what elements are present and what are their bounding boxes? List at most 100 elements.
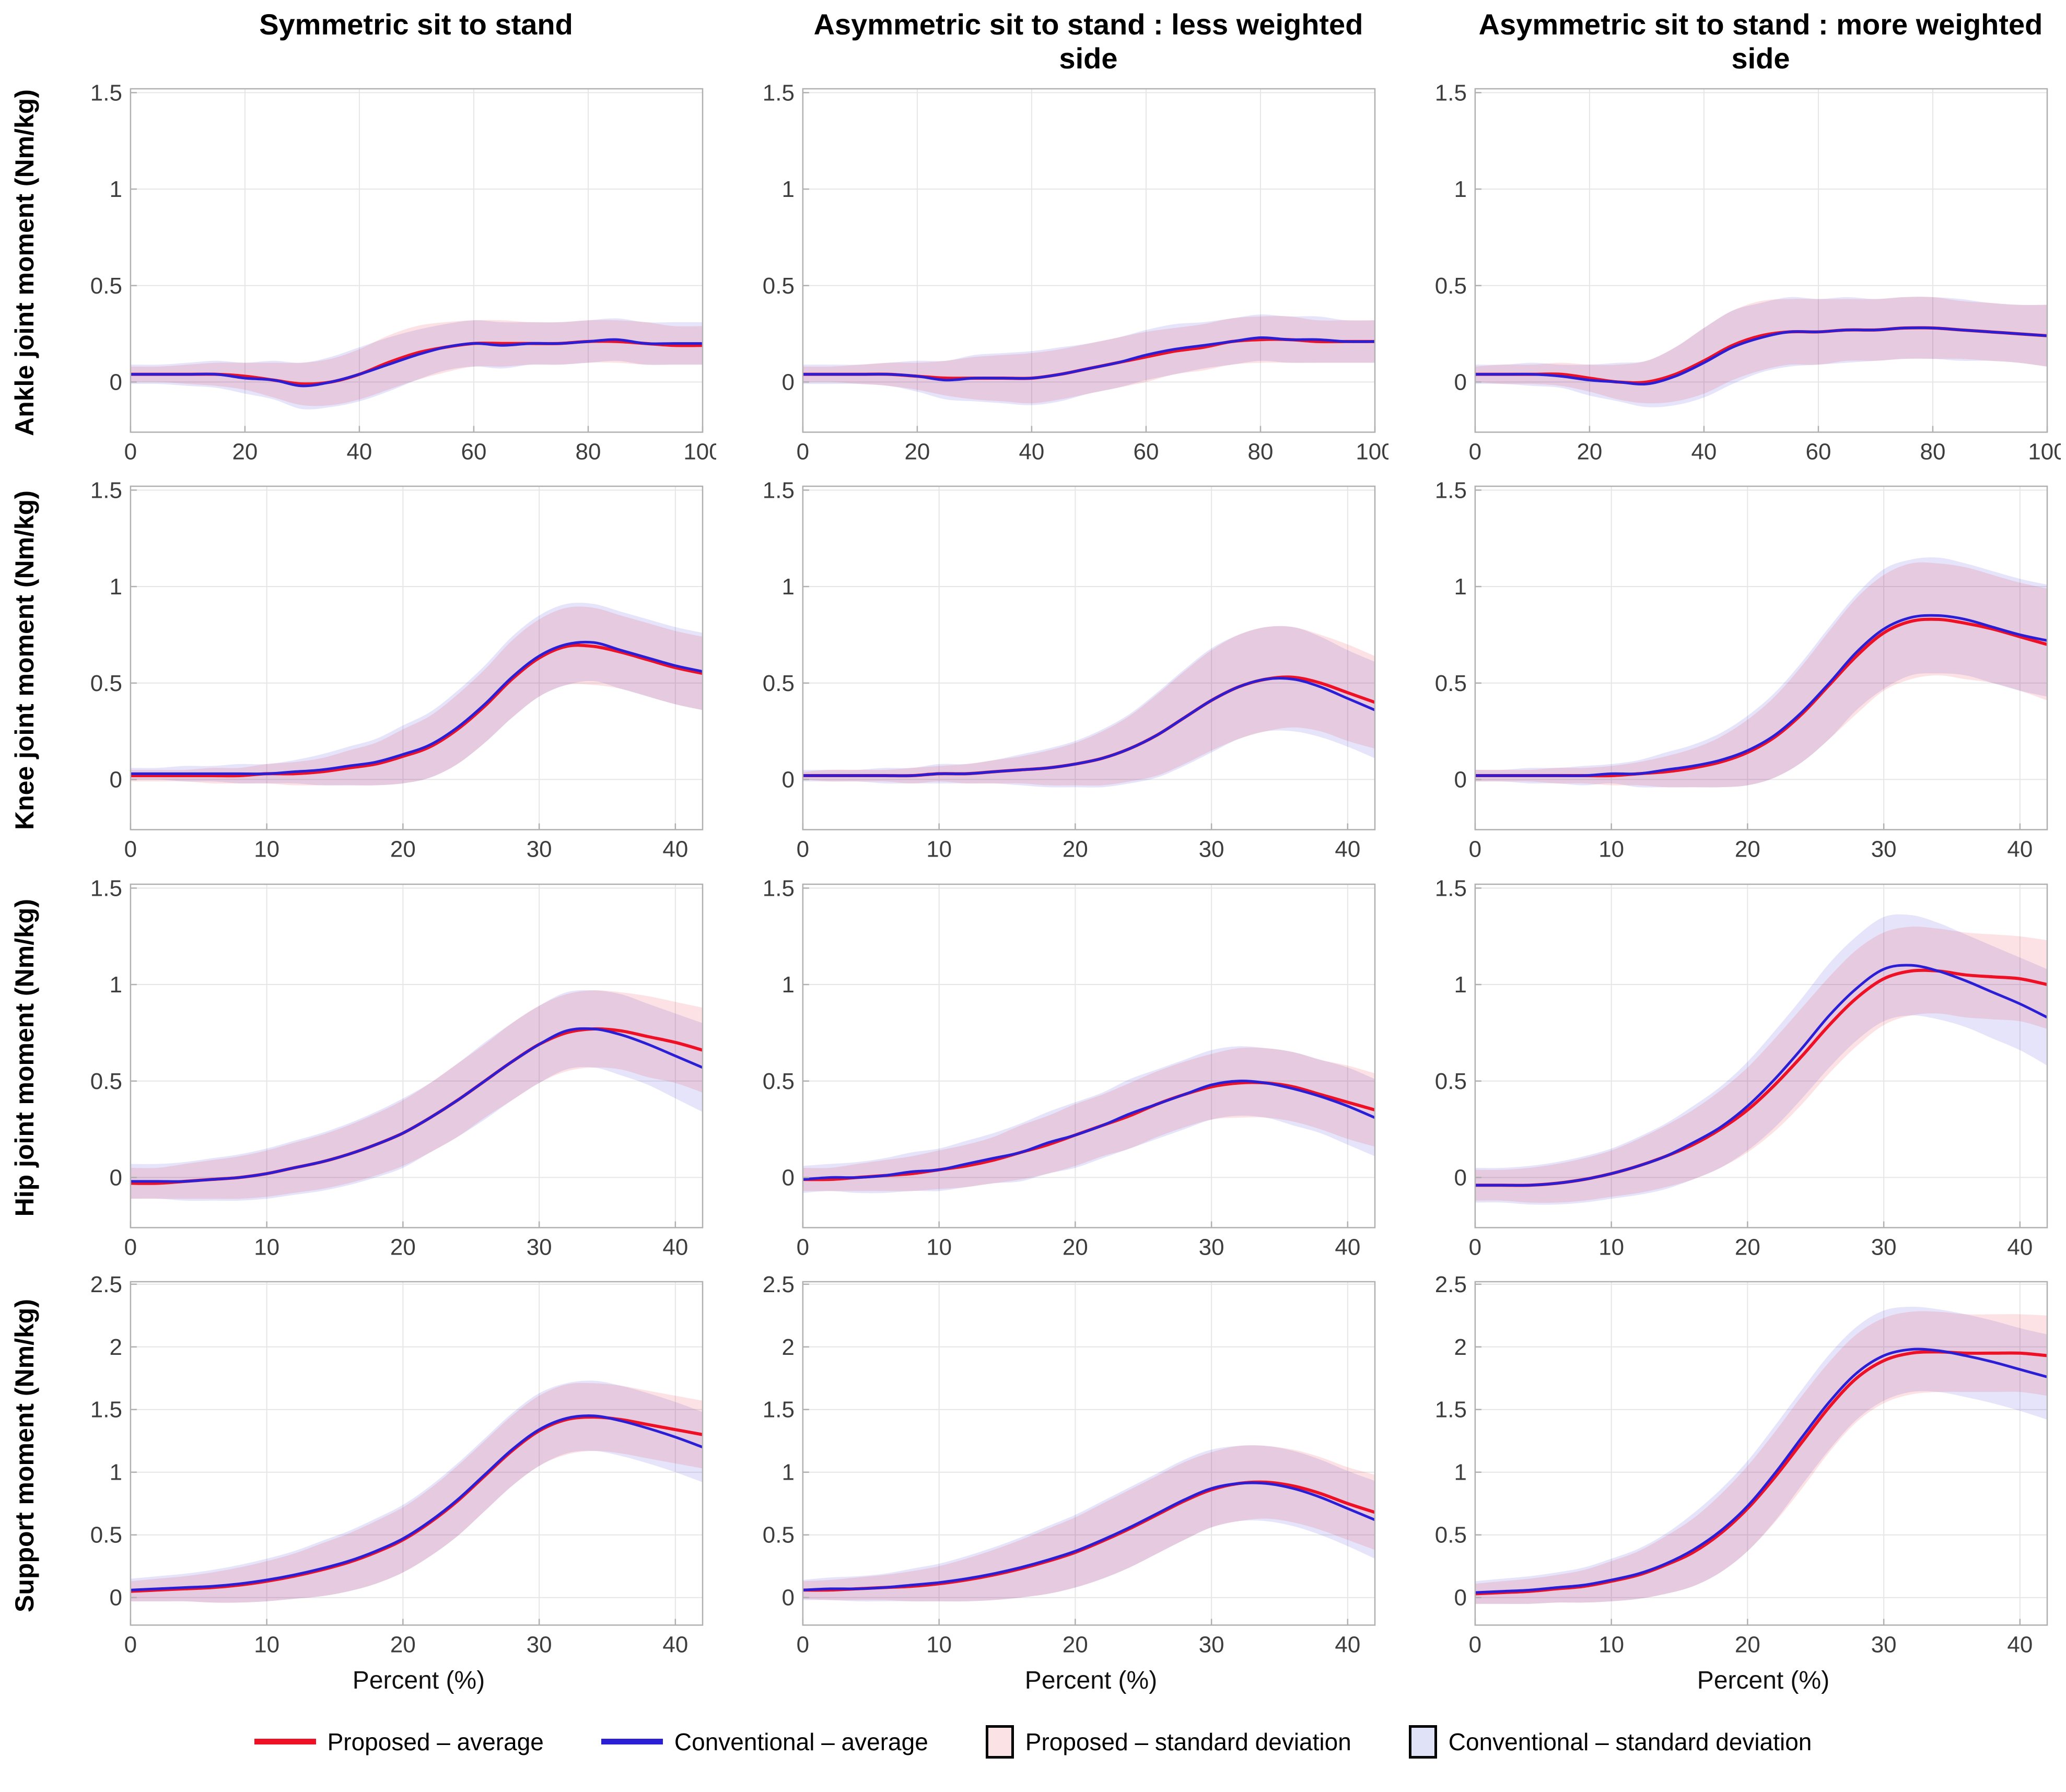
svg-text:40: 40 [1691, 439, 1717, 464]
svg-text:0.5: 0.5 [763, 671, 795, 696]
plot-ankle-less-weighted: 0 20 40 60 80 100 0 0.5 1 1.5 [763, 80, 1388, 464]
proposed-average-line-swatch [254, 1739, 316, 1745]
svg-text:0: 0 [1469, 1632, 1481, 1658]
legend-label-conventional-average: Conventional – average [674, 1728, 928, 1755]
svg-text:100: 100 [2028, 439, 2061, 464]
legend-label-proposed-average: Proposed – average [327, 1728, 544, 1755]
plot-knee-symmetric: 0 10 20 30 40 0 0.5 1 1.5 [90, 478, 704, 862]
svg-text:0: 0 [124, 1632, 137, 1658]
svg-text:80: 80 [1248, 439, 1274, 464]
svg-text:0.5: 0.5 [90, 671, 122, 696]
legend-item-conventional-average: Conventional – average [601, 1728, 928, 1756]
legend-label-conventional-sd: Conventional – standard deviation [1448, 1728, 1812, 1755]
legend: Proposed – average Conventional – averag… [0, 1725, 2066, 1759]
xlabel-col2: Percent (%) [1024, 1666, 1158, 1694]
svg-text:1.5: 1.5 [90, 876, 122, 901]
svg-text:0: 0 [124, 837, 137, 862]
svg-text:40: 40 [1019, 439, 1044, 464]
ylabel-hip: Hip joint moment (Nm/kg) [10, 899, 39, 1217]
svg-text:20: 20 [390, 1234, 416, 1260]
svg-text:0: 0 [1454, 369, 1466, 395]
plot-grid: Ankle joint moment (Nm/kg) 0 20 40 60 80 100 0… [0, 80, 2066, 1669]
svg-text:1: 1 [781, 177, 794, 202]
svg-text:2: 2 [109, 1334, 122, 1360]
svg-text:0: 0 [1469, 439, 1481, 464]
svg-text:0.5: 0.5 [1435, 671, 1467, 696]
svg-text:30: 30 [527, 1234, 552, 1260]
plot-support-symmetric: 0 10 20 30 40 0 0.5 1 1.5 2 2.5 [90, 1273, 704, 1658]
svg-text:0.5: 0.5 [763, 1069, 795, 1094]
svg-text:1.5: 1.5 [90, 1397, 122, 1423]
svg-text:40: 40 [1335, 1632, 1360, 1658]
svg-text:1: 1 [781, 1460, 794, 1485]
svg-text:20: 20 [1063, 1632, 1088, 1658]
svg-text:10: 10 [926, 837, 952, 862]
svg-text:80: 80 [1920, 439, 1946, 464]
svg-text:0: 0 [124, 439, 137, 464]
svg-text:2: 2 [781, 1334, 794, 1360]
svg-text:40: 40 [2007, 1632, 2033, 1658]
svg-text:1: 1 [1454, 177, 1466, 202]
svg-text:0: 0 [781, 767, 794, 793]
svg-text:10: 10 [254, 1234, 279, 1260]
svg-text:10: 10 [254, 837, 279, 862]
legend-item-conventional-sd: Conventional – standard deviation [1408, 1725, 1812, 1759]
svg-text:0.5: 0.5 [763, 1522, 795, 1548]
svg-text:2: 2 [1454, 1334, 1466, 1360]
title-spacer [5, 7, 44, 75]
svg-text:20: 20 [390, 837, 416, 862]
svg-text:0: 0 [109, 369, 122, 395]
svg-text:0: 0 [1454, 1165, 1466, 1190]
svg-text:2.5: 2.5 [90, 1273, 122, 1297]
svg-text:100: 100 [683, 439, 716, 464]
svg-text:40: 40 [662, 837, 688, 862]
svg-text:0.5: 0.5 [1435, 1069, 1467, 1094]
svg-text:60: 60 [1806, 439, 1831, 464]
svg-text:10: 10 [1598, 1632, 1624, 1658]
svg-text:20: 20 [1735, 1632, 1760, 1658]
svg-text:100: 100 [1356, 439, 1388, 464]
svg-text:10: 10 [254, 1632, 279, 1658]
svg-text:0: 0 [797, 439, 809, 464]
x-axis-labels: Percent (%) Percent (%) Percent (%) [0, 1666, 2066, 1695]
svg-text:60: 60 [1134, 439, 1159, 464]
column-title-symmetric: Symmetric sit to stand [259, 8, 573, 41]
legend-item-proposed-sd: Proposed – standard deviation [985, 1725, 1351, 1759]
svg-text:10: 10 [1598, 837, 1624, 862]
svg-text:0: 0 [124, 1234, 137, 1260]
svg-text:1: 1 [1454, 574, 1466, 600]
svg-text:20: 20 [1577, 439, 1602, 464]
proposed-sd-box-swatch [985, 1725, 1014, 1759]
conventional-sd-box-swatch [1408, 1725, 1437, 1759]
plot-ankle-more-weighted: 0 20 40 60 80 100 0 0.5 1 1.5 [1435, 80, 2061, 464]
svg-text:40: 40 [2007, 1234, 2033, 1260]
svg-text:0: 0 [109, 1165, 122, 1190]
svg-text:30: 30 [527, 837, 552, 862]
svg-text:1.5: 1.5 [1435, 876, 1467, 901]
svg-text:2.5: 2.5 [1435, 1273, 1467, 1297]
svg-text:0: 0 [109, 1585, 122, 1611]
svg-text:1.5: 1.5 [1435, 478, 1467, 503]
svg-text:1.5: 1.5 [1435, 1397, 1467, 1423]
svg-text:30: 30 [1871, 837, 1897, 862]
svg-text:1: 1 [781, 574, 794, 600]
plot-hip-more-weighted: 0 10 20 30 40 0 0.5 1 1.5 [1435, 876, 2048, 1260]
svg-text:0: 0 [781, 1165, 794, 1190]
svg-text:10: 10 [926, 1234, 952, 1260]
plot-ankle-symmetric: 0 20 40 60 80 100 0 0.5 1 1.5 [90, 80, 716, 464]
plot-hip-symmetric: 0 10 20 30 40 0 0.5 1 1.5 [90, 876, 704, 1260]
svg-text:20: 20 [1063, 837, 1088, 862]
svg-text:20: 20 [1735, 1234, 1760, 1260]
svg-text:1: 1 [781, 972, 794, 998]
svg-text:0.5: 0.5 [1435, 273, 1467, 299]
svg-text:40: 40 [1335, 1234, 1360, 1260]
svg-text:1: 1 [109, 972, 122, 998]
ylabel-ankle: Ankle joint moment (Nm/kg) [10, 89, 39, 436]
svg-text:1.5: 1.5 [763, 478, 795, 503]
svg-text:40: 40 [2007, 837, 2033, 862]
svg-text:0.5: 0.5 [90, 1069, 122, 1094]
svg-text:20: 20 [390, 1632, 416, 1658]
svg-text:80: 80 [576, 439, 601, 464]
xlabel-col3: Percent (%) [1697, 1666, 1830, 1694]
